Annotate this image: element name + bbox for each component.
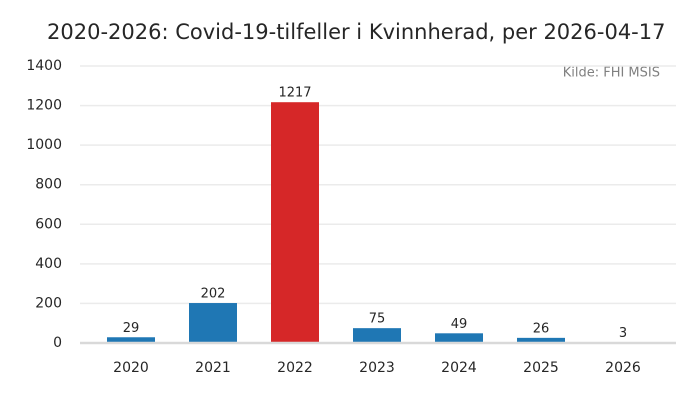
value-label: 29	[123, 321, 140, 336]
bar	[353, 328, 401, 343]
bar	[107, 337, 155, 343]
x-tick-label: 2020	[113, 360, 149, 376]
x-tick-label: 2024	[441, 360, 477, 376]
x-tick-label: 2026	[605, 360, 641, 376]
annotation: Kilde: FHI MSIS	[563, 66, 660, 81]
bar	[189, 303, 237, 343]
value-label: 49	[451, 317, 468, 332]
y-tick-label: 1400	[26, 58, 62, 74]
bar	[271, 102, 319, 343]
x-tick-label: 2021	[195, 360, 231, 376]
chart-title: 2020-2026: Covid-19-tilfeller i Kvinnher…	[47, 20, 666, 44]
y-tick-label: 400	[35, 256, 62, 272]
value-label: 75	[369, 312, 386, 327]
x-tick-label: 2025	[523, 360, 559, 376]
y-tick-label: 600	[35, 216, 62, 232]
x-tick-label: 2022	[277, 360, 313, 376]
x-tick-label: 2023	[359, 360, 395, 376]
y-tick-label: 0	[53, 335, 62, 351]
value-label: 1217	[278, 86, 311, 101]
y-tick-label: 1200	[26, 98, 62, 114]
value-label: 26	[533, 321, 550, 336]
y-tick-label: 800	[35, 177, 62, 193]
bar	[517, 337, 565, 343]
y-tick-label: 200	[35, 295, 62, 311]
value-label: 3	[619, 326, 627, 341]
value-label: 202	[201, 287, 226, 302]
bar	[435, 333, 483, 343]
y-tick-label: 1000	[26, 137, 62, 153]
